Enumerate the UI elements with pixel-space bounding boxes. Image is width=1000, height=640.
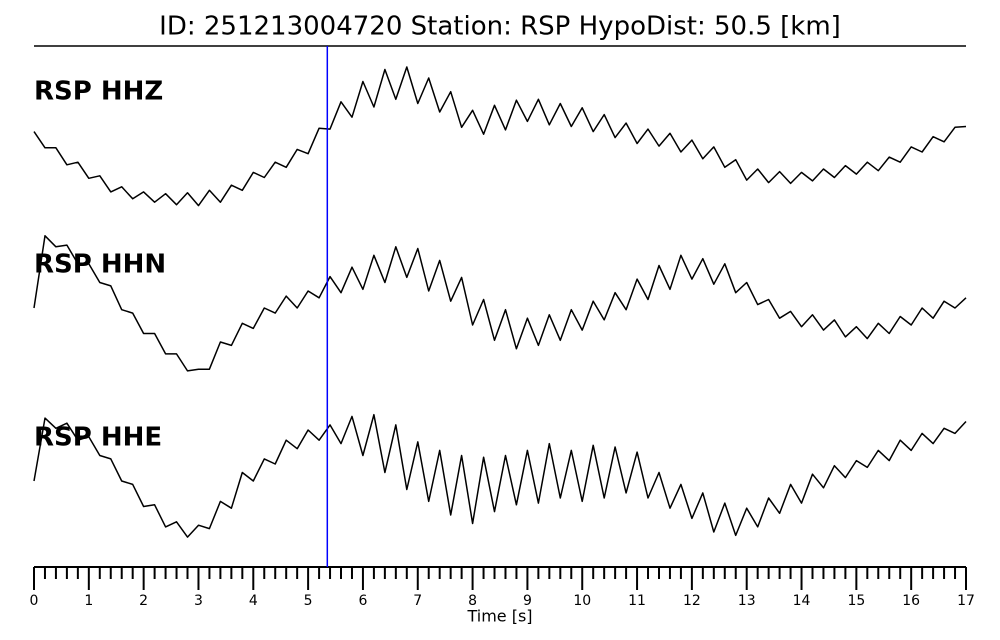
waveform — [33, 413, 967, 538]
x-tick-label: 15 — [847, 593, 865, 609]
x-tick-label: 5 — [304, 593, 313, 609]
trace-label: RSP HHN — [34, 250, 166, 280]
x-tick-label: 1 — [84, 593, 93, 609]
x-tick-label: 13 — [738, 593, 756, 609]
x-tick-label: 14 — [793, 593, 811, 609]
x-axis-label: Time [s] — [466, 607, 532, 626]
x-tick-label: 8 — [468, 593, 477, 609]
trace-label: RSP HHE — [34, 423, 162, 453]
x-tick-label: 9 — [523, 593, 532, 609]
x-tick-label: 4 — [249, 593, 258, 609]
x-tick-label: 3 — [194, 593, 203, 609]
trace-label: RSP HHZ — [34, 77, 163, 107]
x-tick-label: 17 — [957, 593, 975, 609]
waveform — [33, 66, 967, 207]
x-tick-label: 16 — [902, 593, 920, 609]
x-tick-label: 6 — [358, 593, 367, 609]
waveform — [33, 235, 967, 372]
x-tick-label: 7 — [413, 593, 422, 609]
chart-title: ID: 251213004720 Station: RSP HypoDist: … — [159, 12, 841, 42]
x-tick-label: 0 — [30, 593, 39, 609]
x-tick-label: 2 — [139, 593, 148, 609]
x-tick-label: 10 — [573, 593, 591, 609]
x-tick-label: 11 — [628, 593, 646, 609]
x-tick-label: 12 — [683, 593, 701, 609]
